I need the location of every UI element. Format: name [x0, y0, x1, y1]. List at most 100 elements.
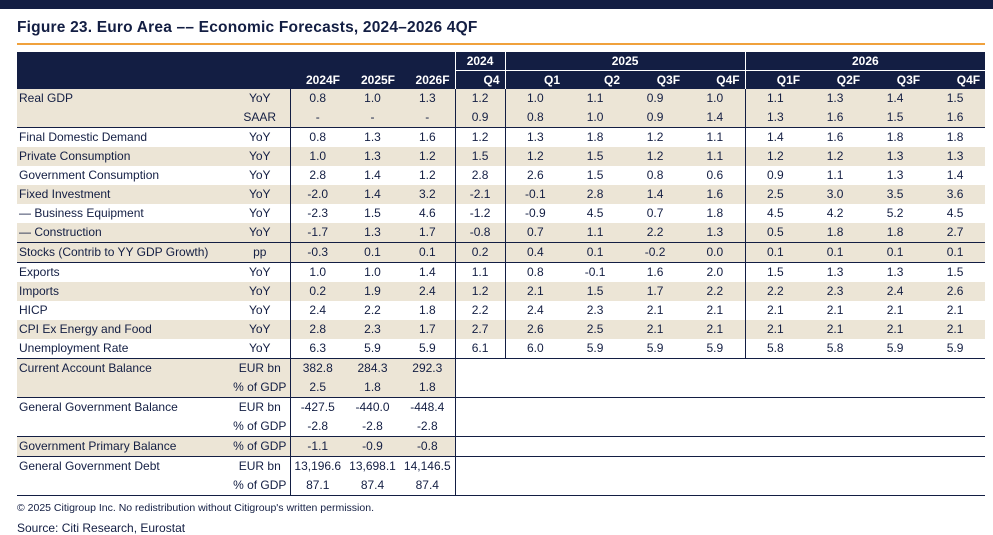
quarter-value — [865, 378, 926, 398]
quarter-value — [625, 417, 686, 437]
quarter-value: 5.8 — [745, 339, 806, 359]
quarter-value: 0.1 — [865, 242, 926, 263]
annual-value: 4.6 — [400, 204, 456, 223]
annual-value: 2.8 — [290, 320, 345, 339]
quarter-value: 1.2 — [745, 147, 806, 166]
copyright-note: © 2025 Citigroup Inc. No redistribution … — [17, 502, 374, 514]
annual-value: 1.2 — [400, 166, 456, 185]
quarter-value — [925, 378, 986, 398]
row-unit: YoY — [230, 147, 291, 166]
quarter-value: 6.0 — [505, 339, 566, 359]
table-row: Exports YoY 1.0 1.0 1.4 1.1 0.8 -0.1 1.6 2.0 1.5 1.… — [17, 262, 986, 282]
quarter-value — [505, 436, 566, 457]
col-header-q4f-2025: Q4F — [685, 70, 746, 89]
quarter-value — [685, 378, 746, 398]
row-label: Private Consumption — [17, 147, 230, 166]
year-group-2024: 2024 — [454, 52, 506, 71]
quarter-value — [505, 476, 566, 496]
quarter-value — [925, 397, 986, 417]
annual-value: -2.8 — [400, 417, 456, 437]
annual-value: 1.4 — [345, 166, 400, 185]
annual-value: 1.3 — [345, 223, 400, 243]
row-label: Government Primary Balance — [17, 436, 230, 457]
quarter-value: 2.8 — [565, 185, 626, 204]
quarter-value — [745, 436, 806, 457]
row-label: Current Account Balance — [17, 358, 230, 378]
quarter-value — [685, 417, 746, 437]
quarter-value — [865, 397, 926, 417]
col-header-q3f-2025: Q3F — [625, 70, 686, 89]
quarter-value: 1.1 — [565, 223, 626, 243]
annual-value: 1.0 — [345, 262, 400, 282]
quarter-value: 2.8 — [455, 166, 506, 185]
quarter-value — [925, 417, 986, 437]
annual-value: 87.1 — [290, 476, 345, 496]
col-header-q4-2024: Q4 — [454, 70, 506, 89]
quarter-value — [865, 436, 926, 457]
annual-value: -2.0 — [290, 185, 345, 204]
annual-value: -1.7 — [290, 223, 345, 243]
quarter-value: 0.8 — [625, 166, 686, 185]
annual-value: 2.3 — [345, 320, 400, 339]
quarter-value: 6.1 — [455, 339, 506, 359]
table-row: Stocks (Contrib to YY GDP Growth) pp -0.3 0… — [17, 242, 986, 263]
quarter-value — [625, 476, 686, 496]
annual-value: 1.8 — [345, 378, 400, 398]
row-unit: YoY — [230, 282, 291, 301]
table-row: SAAR - - -0.9 0.8 1.0 0.9 1.4 1.3 1.6 1.5 1.6 — [17, 108, 986, 128]
quarter-value — [565, 456, 626, 476]
quarter-value: 1.5 — [565, 147, 626, 166]
annual-value: -448.4 — [400, 397, 456, 417]
quarter-value: -1.2 — [455, 204, 506, 223]
quarter-value: 2.7 — [455, 320, 506, 339]
annual-value: 1.2 — [400, 147, 456, 166]
row-label: Government Consumption — [17, 166, 230, 185]
row-unit: YoY — [230, 262, 291, 282]
quarter-value: 1.8 — [685, 204, 746, 223]
quarter-value: 0.9 — [625, 89, 686, 108]
quarter-value — [745, 476, 806, 496]
col-header-q2f-2026: Q2F — [805, 70, 866, 89]
row-unit: YoY — [230, 223, 291, 243]
row-unit: EUR bn — [230, 456, 291, 476]
quarter-value: 1.6 — [925, 108, 986, 128]
table-row: % of GDP -2.8 -2.8 -2.8 — [17, 417, 986, 437]
quarter-value — [745, 417, 806, 437]
annual-value: 1.0 — [345, 89, 400, 108]
col-header-2025f: 2025F — [345, 70, 400, 89]
annual-value: - — [290, 108, 345, 128]
quarter-value: 4.5 — [565, 204, 626, 223]
quarter-value — [625, 378, 686, 398]
figure-title: Figure 23. Euro Area –– Economic Forecas… — [17, 19, 478, 36]
annual-value: -0.9 — [345, 436, 400, 457]
table-header: 2024 2025 2026 2024F 2025F 2026F Q4 Q1 Q… — [17, 52, 986, 89]
annual-value: 1.8 — [400, 301, 456, 320]
quarter-value — [805, 436, 866, 457]
annual-value: -2.3 — [290, 204, 345, 223]
quarter-value — [625, 456, 686, 476]
quarter-value: 1.3 — [805, 262, 866, 282]
year-group-2026: 2026 — [744, 52, 986, 71]
title-underline — [17, 43, 985, 45]
quarter-value: 2.2 — [685, 282, 746, 301]
quarter-value: 2.1 — [805, 301, 866, 320]
quarter-value: 0.8 — [505, 108, 566, 128]
quarter-value: 1.3 — [805, 89, 866, 108]
top-accent-bar — [0, 0, 993, 9]
quarter-value: 1.1 — [745, 89, 806, 108]
quarter-value: 3.0 — [805, 185, 866, 204]
annual-value: 0.1 — [400, 242, 456, 263]
quarter-value — [865, 358, 926, 378]
quarter-value — [455, 378, 506, 398]
quarter-value: 0.9 — [625, 108, 686, 128]
quarter-value — [685, 456, 746, 476]
quarter-value: 2.5 — [565, 320, 626, 339]
table-row: General Government Debt EUR bn 13,196.6 13,… — [17, 456, 986, 476]
quarter-value: 0.7 — [505, 223, 566, 243]
annual-value: 2.5 — [290, 378, 345, 398]
row-label: General Government Balance — [17, 397, 230, 417]
quarter-value: 5.9 — [565, 339, 626, 359]
table-row: Government Primary Balance% of GDP -1.1 -0… — [17, 436, 986, 457]
column-header-row: 2024F 2025F 2026F Q4 Q1 Q2 Q3F Q4F Q1F Q… — [17, 70, 986, 89]
annual-value: 0.2 — [290, 282, 345, 301]
